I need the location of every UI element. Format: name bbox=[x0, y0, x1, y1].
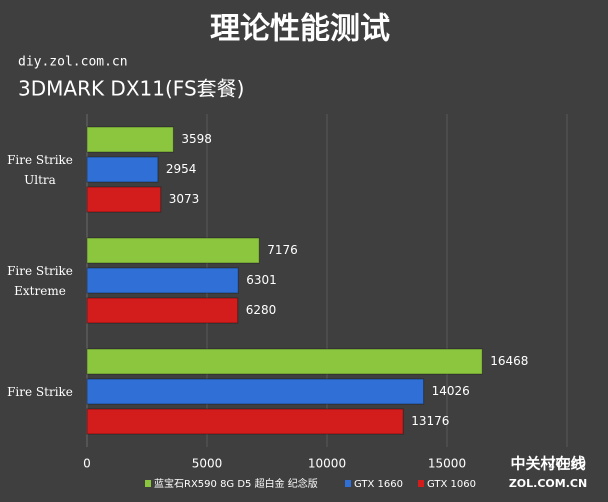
page-title: 理论性能测试 bbox=[210, 12, 390, 47]
bar bbox=[86, 408, 404, 435]
category-label: Fire Strike Extreme bbox=[7, 263, 73, 298]
value-label: 3073 bbox=[169, 192, 200, 206]
category-label: Fire Strike Ultra bbox=[7, 152, 73, 187]
legend-swatch bbox=[418, 480, 424, 487]
x-tick-label: 5000 bbox=[192, 457, 223, 471]
value-label: 6301 bbox=[246, 273, 277, 287]
value-label: 13176 bbox=[411, 414, 449, 428]
bar bbox=[86, 186, 162, 213]
category-label: Fire Strike bbox=[7, 384, 73, 399]
value-label: 2954 bbox=[166, 162, 197, 176]
bar bbox=[86, 378, 425, 405]
value-label: 3598 bbox=[181, 132, 212, 146]
bar bbox=[86, 348, 483, 375]
value-label: 16468 bbox=[490, 354, 528, 368]
legend-swatch bbox=[345, 480, 351, 487]
x-tick-label: 20000 bbox=[548, 457, 586, 471]
x-tick-label: 10000 bbox=[308, 457, 346, 471]
legend-label: GTX 1660 bbox=[354, 479, 403, 490]
bar bbox=[86, 267, 239, 294]
value-label: 7176 bbox=[267, 243, 298, 257]
bar bbox=[86, 297, 239, 324]
value-label: 14026 bbox=[432, 384, 470, 398]
bar bbox=[86, 126, 174, 153]
x-tick-label: 15000 bbox=[428, 457, 466, 471]
value-label: 6280 bbox=[246, 303, 277, 317]
subtitle: diy.zol.com.cn bbox=[18, 55, 128, 70]
legend-label: GTX 1060 bbox=[427, 479, 476, 490]
bar bbox=[86, 237, 260, 264]
bar bbox=[86, 156, 159, 183]
legend-label: 蓝宝石RX590 8G D5 超白金 纪念版 bbox=[154, 477, 318, 490]
chart-title: 3DMARK DX11(FS套餐) bbox=[18, 77, 244, 101]
watermark: 中关村在线 bbox=[510, 455, 585, 473]
x-tick-label: 0 bbox=[83, 457, 91, 471]
watermark: ZOL.COM.CN bbox=[509, 477, 587, 490]
legend-swatch bbox=[145, 480, 151, 487]
